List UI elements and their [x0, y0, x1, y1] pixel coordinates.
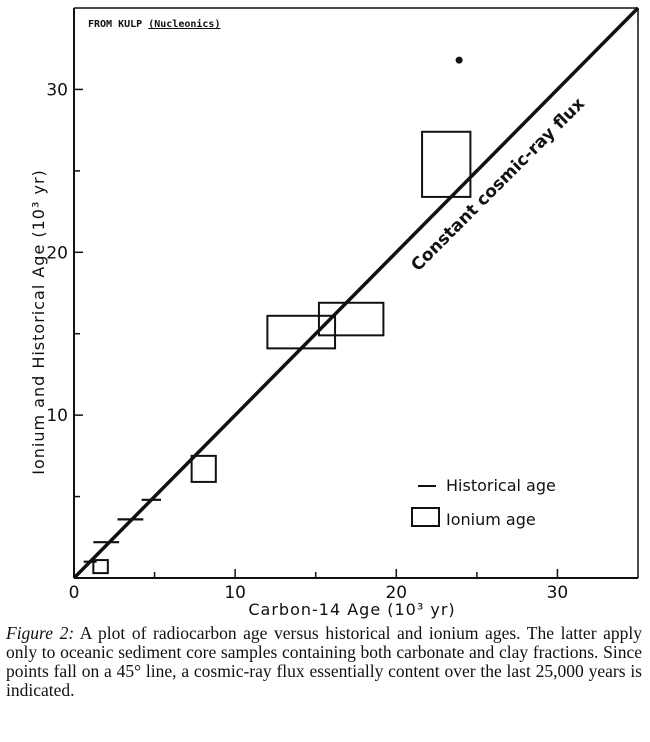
- y-axis-title: Ionium and Historical Age (10³ yr): [29, 169, 48, 475]
- y-tick-label-10: 10: [46, 406, 68, 426]
- legend: Historical age Ionium age: [411, 476, 556, 529]
- caption-text: A plot of radiocarbon age versus histori…: [6, 623, 642, 700]
- x-tick-label-0: 0: [69, 583, 80, 603]
- source-note-prefix: FROM KULP: [88, 19, 142, 30]
- ionium-age-box-5: [421, 130, 472, 198]
- data-marks: [72, 6, 640, 580]
- ionium-age-box-3: [266, 314, 337, 350]
- ionium-age-box-2: [190, 454, 217, 483]
- ionium-age-box-1: [92, 559, 109, 575]
- figure-caption: Figure 2: A plot of radiocarbon age vers…: [6, 624, 642, 700]
- x-tick-label-20: 20: [385, 583, 407, 603]
- chart: 0 10 20 30 10 20 30 FROM KULP (Nucleonics) Con…: [29, 6, 640, 619]
- source-note: FROM KULP (Nucleonics): [88, 18, 220, 30]
- plot-frame: [73, 7, 639, 579]
- y-tick-label-20: 20: [46, 243, 68, 263]
- x-tick-label-10: 10: [224, 583, 246, 603]
- legend-historical-label: Historical age: [446, 476, 556, 495]
- reference-line-label: Constant cosmic-ray flux: [407, 94, 589, 276]
- ionium-age-box-4: [317, 301, 385, 337]
- source-note-journal: (Nucleonics): [148, 18, 220, 30]
- y-tick-label-30: 30: [46, 80, 68, 100]
- axis-ticks: 0 10 20 30 10 20 30: [46, 80, 568, 603]
- x-axis-title: Carbon-14 Age (10³ yr): [248, 600, 455, 619]
- x-tick-label-30: 30: [547, 583, 569, 603]
- legend-ionium-label: Ionium age: [446, 510, 536, 529]
- reference-line: [72, 6, 640, 580]
- legend-box-marker: [411, 507, 440, 527]
- stray-point: [455, 56, 463, 64]
- caption-label: Figure 2:: [6, 623, 75, 643]
